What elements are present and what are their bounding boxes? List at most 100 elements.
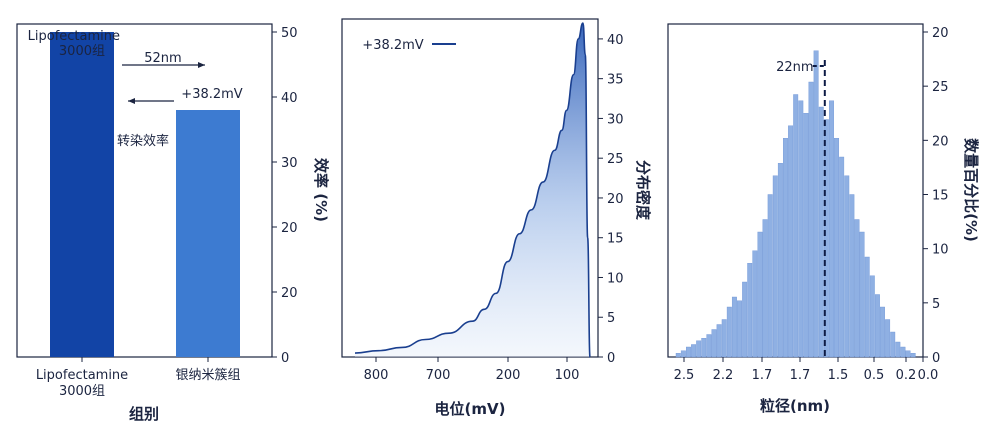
y-tick-label: 5 (607, 311, 615, 326)
legend-label: +38.2mV (362, 38, 424, 53)
y-tick-label: 25 (932, 80, 949, 95)
y-tick-label: 10 (607, 271, 624, 286)
mean-size-label: 22nm (776, 60, 813, 75)
y-tick-label: 40 (281, 91, 298, 106)
y-axis-label: 分布密度 (634, 160, 652, 221)
x-tick-label: 800 (364, 368, 389, 383)
zeta-arrow-head (128, 98, 135, 104)
histogram-bar (772, 175, 778, 358)
histogram-panel: 22nm 0 5 10 15 20 25 20 2.5 2.2 1.7 1.7 1.5 0.5 0.2 0… (667, 23, 980, 415)
x-axis-label: 组别 (129, 405, 159, 423)
histogram-bar (686, 346, 691, 358)
size-annotation: 52nm (144, 51, 181, 66)
histogram-bar (762, 219, 768, 358)
y-tick-label: 20 (607, 192, 624, 207)
histogram-bar (793, 94, 799, 358)
x-tick-label: 1.5 (828, 368, 849, 383)
y-axis-label: 效率 (%) (312, 158, 330, 222)
histogram-bar (910, 353, 916, 358)
x-tick-label: Lipofectamine 3000组 (36, 368, 128, 399)
histogram-bar (905, 350, 911, 358)
histogram-bar (874, 294, 880, 358)
histogram-bar (849, 194, 855, 358)
histogram-bar (864, 256, 870, 358)
y-tick-label: 15 (932, 189, 949, 204)
bar-1 (50, 32, 114, 357)
histogram-bar (767, 194, 773, 358)
histogram-bar (844, 175, 850, 358)
histogram-bar (834, 138, 840, 358)
x-tick-label: 1.7 (752, 368, 773, 383)
x-tick-label: 100 (555, 368, 580, 383)
histogram-bar (742, 281, 748, 358)
y-tick-label: 50 (281, 26, 298, 41)
y-tick-label: 20 (281, 286, 298, 301)
x-tick-label: 1.7 (790, 368, 811, 383)
histogram-bar (757, 231, 763, 358)
x-tick-label: 0.2 (896, 368, 917, 383)
x-tick-label: 2.5 (674, 368, 695, 383)
x-axis-label: 粒径(nm) (760, 397, 830, 415)
y-tick-label: 40 (607, 33, 624, 48)
histogram-bar (783, 138, 788, 358)
histogram-bar (752, 250, 758, 358)
histogram-bar (823, 119, 829, 358)
histogram-bar (737, 300, 742, 358)
histogram-bar (716, 324, 722, 358)
y-tick-label: 15 (607, 232, 624, 247)
histogram-bar (675, 353, 681, 358)
y-tick-label: 30 (607, 112, 624, 127)
histogram-bar (777, 163, 783, 358)
bar-2 (176, 110, 240, 357)
y-tick-label: 25 (607, 152, 624, 167)
y-tick-label: 5 (932, 297, 940, 312)
y-axis-label: 数量百分比(%) (962, 138, 980, 242)
x-tick-label: 0.5 (864, 368, 885, 383)
histogram-bar (890, 331, 896, 358)
histogram-bar (854, 219, 860, 358)
x-tick-label: 2.2 (713, 368, 734, 383)
histogram-bar (880, 306, 885, 358)
histogram-bar (798, 100, 804, 358)
histogram-bar (895, 341, 901, 358)
histogram-bar (788, 125, 794, 358)
bar-annotation-line1: Lipofectamine 3000组 (28, 29, 120, 59)
x-tick-label: 700 (426, 368, 451, 383)
y-tick-label: 0 (932, 351, 940, 366)
x-axis-label: 电位(mV) (435, 400, 506, 418)
x-tick-label: 银纳米簇组 (175, 368, 240, 383)
histogram-bar (726, 306, 732, 358)
y-tick-label: 20 (932, 26, 949, 41)
density-line (354, 22, 591, 358)
histogram-bar (721, 319, 727, 358)
density-area (355, 23, 590, 357)
histogram-bar (711, 329, 717, 358)
y-tick-label: 0 (607, 351, 615, 366)
efficiency-annotation: 转染效率 (117, 133, 169, 149)
y-tick-label: 30 (281, 156, 298, 171)
histogram-bar (747, 263, 753, 358)
histogram-bar (696, 340, 702, 358)
histogram-bar (731, 296, 737, 358)
histogram-bar (813, 50, 819, 358)
y-tick-label: 0 (281, 351, 289, 366)
zeta-annotation: +38.2mV (181, 87, 243, 102)
area-chart-panel: 0 5 10 15 20 25 30 35 40 800 700 200 100 +38.2mV 电位… (341, 18, 652, 418)
y-tick-label: 35 (607, 73, 624, 88)
histogram-bar (701, 338, 707, 358)
histogram-bar (885, 319, 891, 358)
histogram-bar (869, 275, 875, 358)
histogram-bar (900, 346, 906, 358)
histogram-bar (808, 81, 814, 358)
histogram-bar (680, 350, 686, 358)
histogram-bar (859, 231, 865, 358)
x-tick-label: 200 (496, 368, 521, 383)
histogram-bar (706, 334, 712, 358)
histogram-bar (803, 113, 809, 358)
histogram-bar (691, 344, 697, 358)
histogram-bar (839, 156, 845, 358)
y-tick-label: 20 (932, 134, 949, 149)
